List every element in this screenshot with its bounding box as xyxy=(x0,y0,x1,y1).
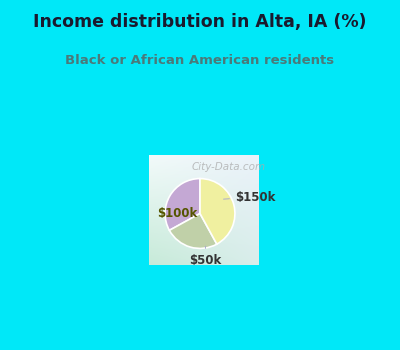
Text: City-Data.com: City-Data.com xyxy=(191,162,266,172)
Text: Black or African American residents: Black or African American residents xyxy=(66,54,334,66)
Text: $150k: $150k xyxy=(224,191,275,204)
Bar xyxy=(332,77,336,350)
Bar xyxy=(64,347,336,350)
Text: Income distribution in Alta, IA (%): Income distribution in Alta, IA (%) xyxy=(33,13,367,30)
Wedge shape xyxy=(200,178,235,244)
Text: $100k: $100k xyxy=(158,207,198,220)
Wedge shape xyxy=(165,178,200,230)
Text: $50k: $50k xyxy=(189,246,222,267)
Wedge shape xyxy=(169,214,217,248)
Bar xyxy=(64,77,68,350)
